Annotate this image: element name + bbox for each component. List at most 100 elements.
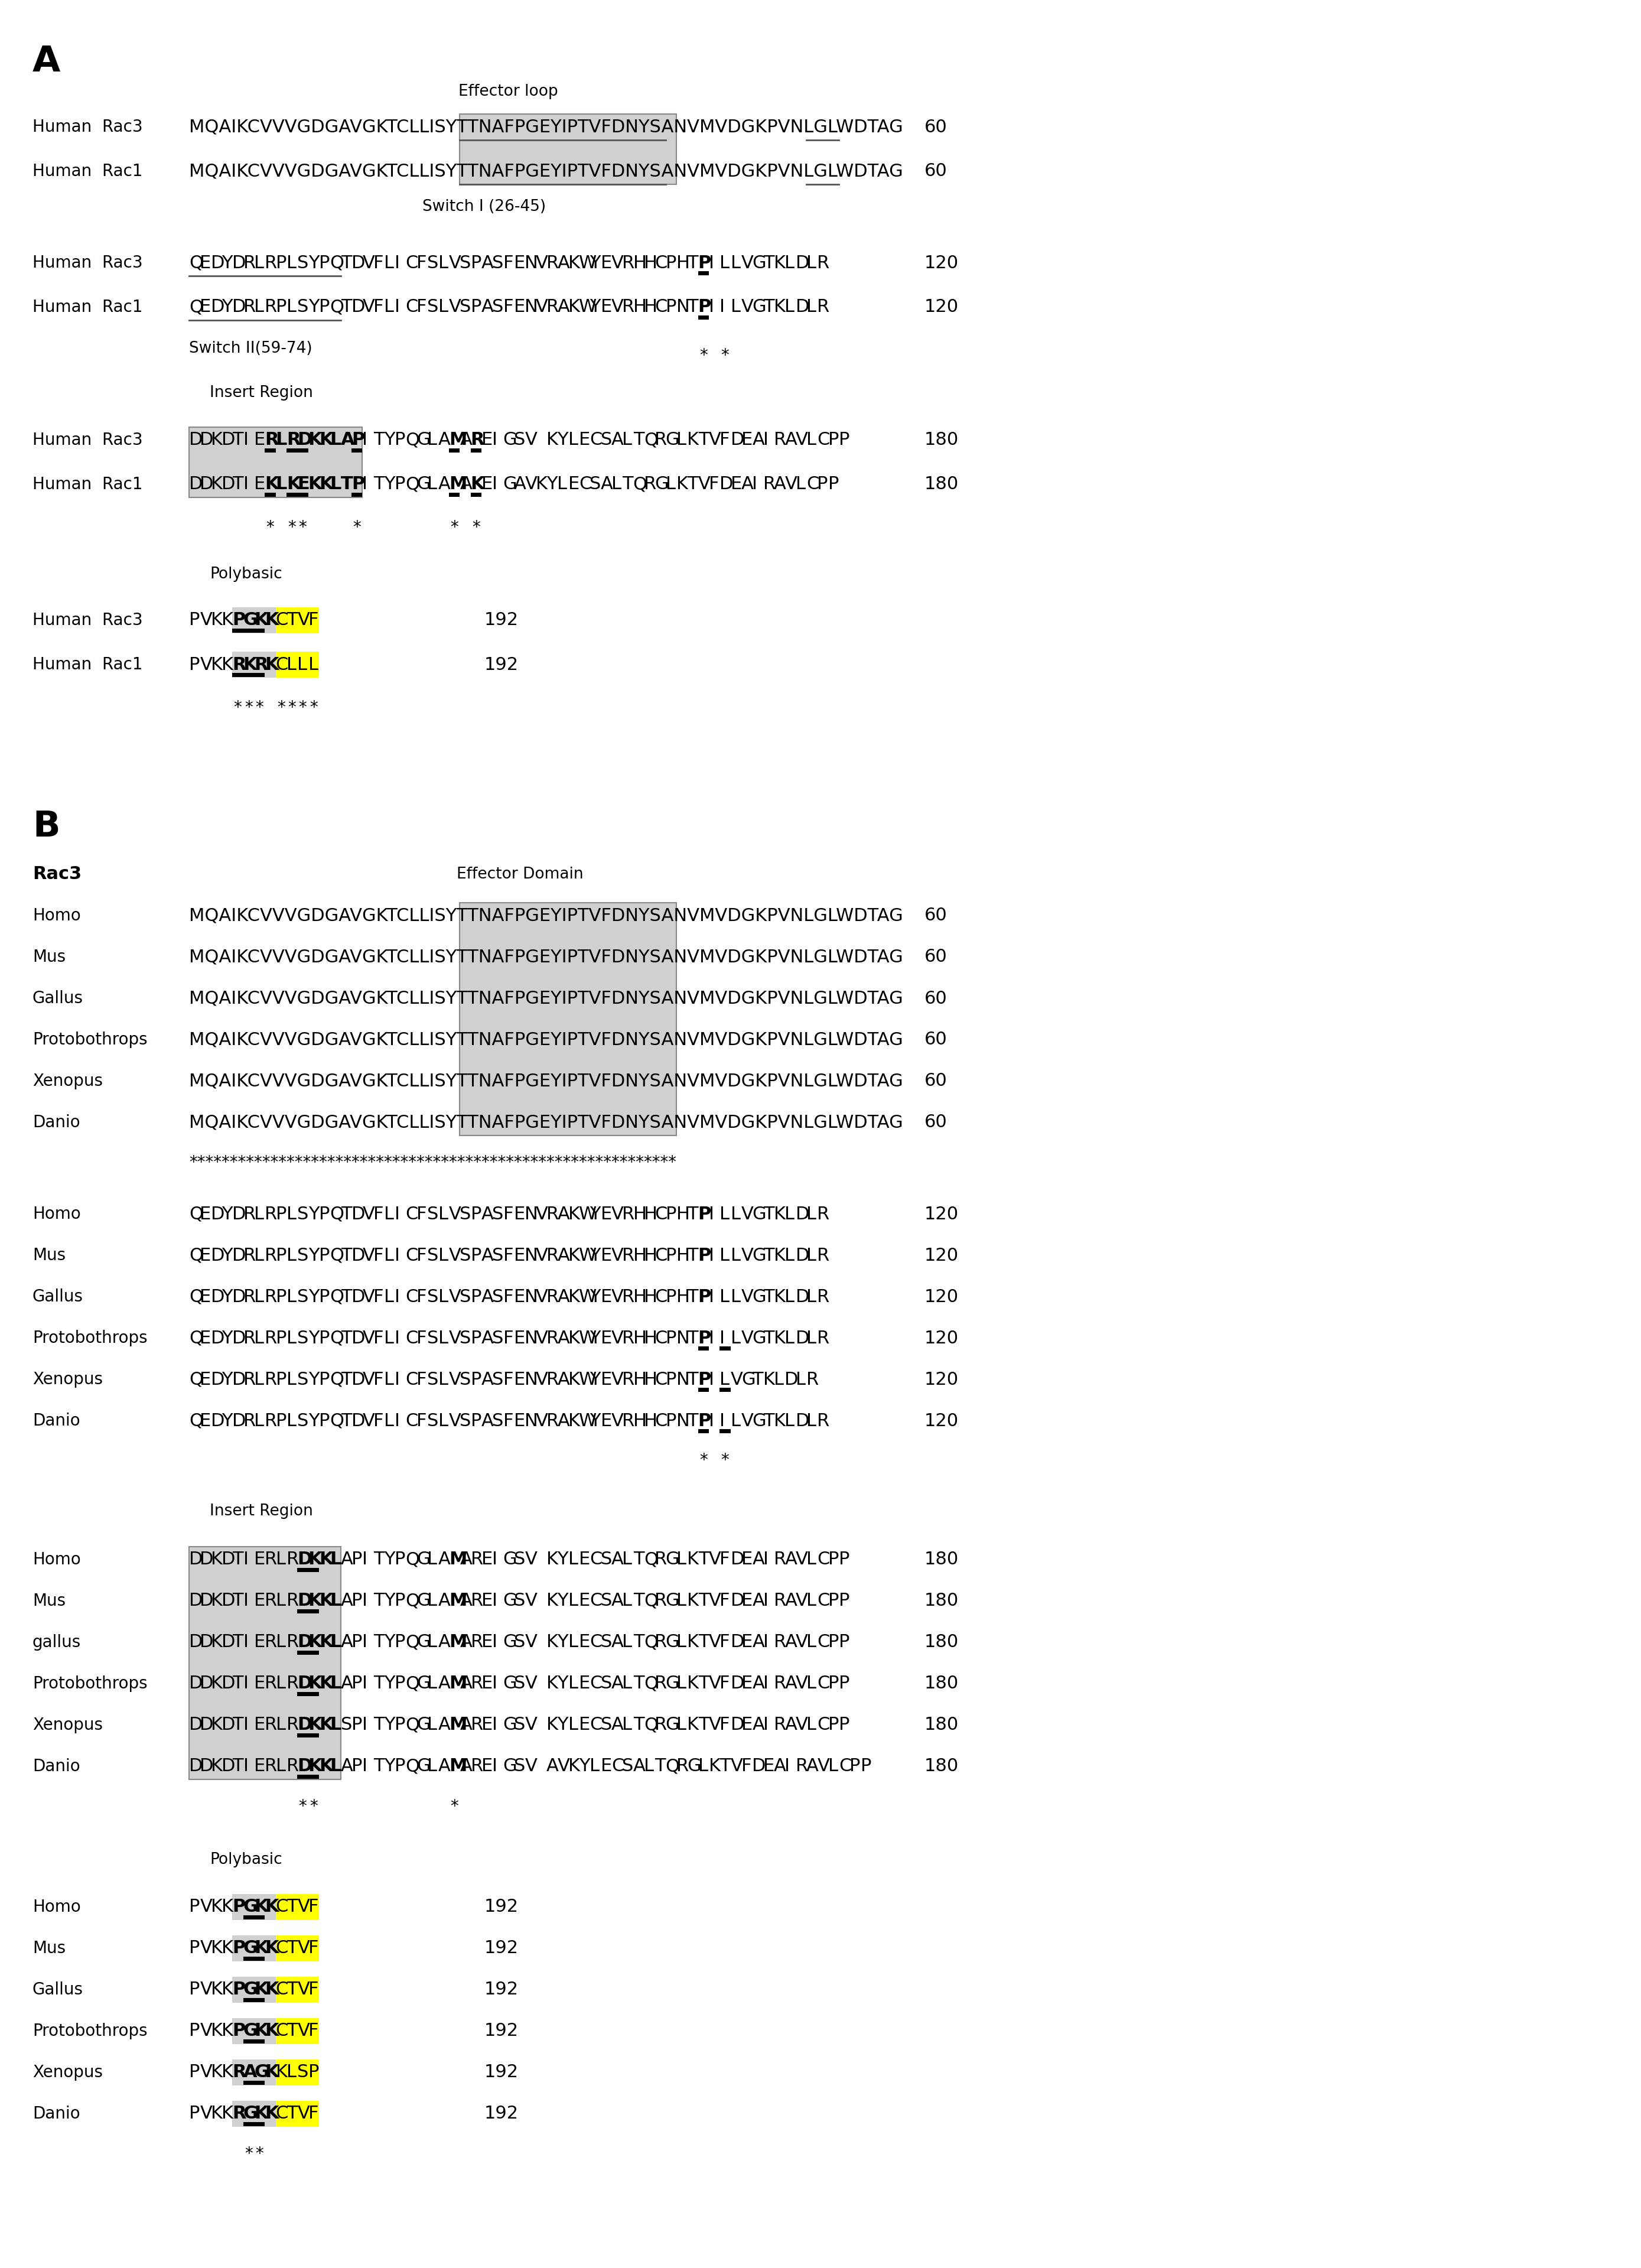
Text: E: E: [254, 1717, 266, 1733]
Text: H: H: [643, 1329, 658, 1347]
Text: E: E: [200, 1329, 212, 1347]
Text: N: N: [525, 1329, 538, 1347]
Bar: [297, 1692, 309, 1696]
Text: *: *: [473, 519, 481, 535]
Text: L: L: [254, 1247, 264, 1263]
Text: G: G: [504, 1758, 517, 1776]
Text: F: F: [417, 254, 427, 272]
Text: K: K: [688, 1592, 699, 1610]
Text: K: K: [264, 1982, 279, 1998]
Text: D: D: [200, 1592, 213, 1610]
Text: A: A: [514, 476, 527, 492]
Text: A: A: [546, 1758, 558, 1776]
Text: L: L: [276, 1676, 286, 1692]
Text: V: V: [612, 1413, 624, 1429]
Text: I: I: [395, 1370, 400, 1388]
Text: L: L: [720, 1370, 730, 1388]
Text: Gallus: Gallus: [33, 1288, 84, 1304]
Text: P: P: [189, 2023, 200, 2039]
Text: E: E: [254, 1551, 266, 1567]
Text: V: V: [558, 1758, 569, 1776]
Text: L: L: [384, 1370, 394, 1388]
Text: R: R: [264, 1370, 277, 1388]
Text: V: V: [784, 476, 798, 492]
Text: Y: Y: [309, 299, 318, 315]
Text: G: G: [417, 1633, 430, 1651]
Text: K: K: [210, 2064, 223, 2082]
Text: E: E: [200, 1370, 212, 1388]
Text: A: A: [612, 431, 624, 449]
Text: L: L: [622, 1551, 632, 1567]
Text: K: K: [254, 2023, 267, 2039]
Text: L: L: [276, 1551, 286, 1567]
Text: K: K: [546, 1592, 558, 1610]
Text: L: L: [697, 1758, 707, 1776]
Text: Q: Q: [189, 1413, 203, 1429]
Text: D: D: [796, 1413, 809, 1429]
Text: L: L: [622, 1633, 632, 1651]
Text: P: P: [189, 655, 200, 674]
Text: A: A: [459, 1676, 473, 1692]
Text: D: D: [222, 1633, 235, 1651]
Text: F: F: [417, 1329, 427, 1347]
Text: 192: 192: [484, 2064, 519, 2082]
Text: D: D: [752, 1758, 766, 1776]
Text: MQAIKCVVVGDGAVGKTCLLISYTTNAFPGEYIPTVFDNYSANVMVDGKPVNLGLWDTAG: MQAIKCVVVGDGAVGKTCLLISYTTNAFPGEYIPTVFDNY…: [189, 907, 903, 925]
Text: D: D: [210, 299, 225, 315]
Text: Y: Y: [558, 1717, 568, 1733]
Text: R: R: [264, 1633, 277, 1651]
Text: F: F: [417, 1413, 427, 1429]
Text: Y: Y: [222, 1247, 233, 1263]
Text: D: D: [351, 1288, 366, 1306]
Text: R: R: [264, 1413, 277, 1429]
Text: G: G: [666, 1551, 679, 1567]
Text: K: K: [775, 1247, 786, 1263]
Text: Y: Y: [222, 1288, 233, 1306]
Text: Q: Q: [330, 1207, 345, 1222]
Text: R: R: [287, 431, 300, 449]
Text: P: P: [276, 1247, 287, 1263]
Text: G: G: [752, 1329, 766, 1347]
Text: D: D: [200, 476, 213, 492]
Text: Q: Q: [405, 431, 420, 449]
Bar: [189, 426, 363, 497]
Text: G: G: [752, 254, 766, 272]
Text: K: K: [775, 1288, 786, 1306]
Text: G: G: [504, 476, 517, 492]
Text: R: R: [817, 1207, 830, 1222]
Text: P: P: [318, 1207, 330, 1222]
Bar: [276, 1978, 318, 2003]
Text: V: V: [697, 476, 711, 492]
Text: N: N: [525, 254, 538, 272]
Text: V: V: [535, 254, 548, 272]
Text: G: G: [688, 1758, 701, 1776]
Bar: [243, 1998, 254, 2003]
Text: K: K: [775, 299, 786, 315]
Bar: [459, 113, 676, 184]
Text: V: V: [363, 299, 374, 315]
Bar: [233, 608, 276, 633]
Bar: [276, 2019, 318, 2043]
Text: P: P: [318, 1247, 330, 1263]
Text: Y: Y: [558, 431, 568, 449]
Text: F: F: [309, 1898, 318, 1916]
Text: H: H: [633, 1207, 647, 1222]
Text: K: K: [318, 431, 333, 449]
Text: T: T: [233, 1676, 243, 1692]
Text: 120: 120: [924, 1329, 958, 1347]
Text: 180: 180: [924, 431, 958, 449]
Text: T: T: [633, 1717, 643, 1733]
Text: S: S: [492, 1207, 504, 1222]
Text: 192: 192: [484, 2105, 519, 2123]
Text: K: K: [254, 2105, 267, 2123]
Text: P: P: [839, 1676, 850, 1692]
Text: A: A: [459, 431, 473, 449]
Text: G: G: [417, 431, 430, 449]
Text: Xenopus: Xenopus: [33, 1717, 103, 1733]
Text: M: M: [450, 1717, 468, 1733]
Text: F: F: [417, 1247, 427, 1263]
Text: P: P: [395, 476, 405, 492]
Text: S: S: [514, 1676, 525, 1692]
Text: A: A: [558, 1288, 569, 1306]
Text: V: V: [297, 1982, 310, 1998]
